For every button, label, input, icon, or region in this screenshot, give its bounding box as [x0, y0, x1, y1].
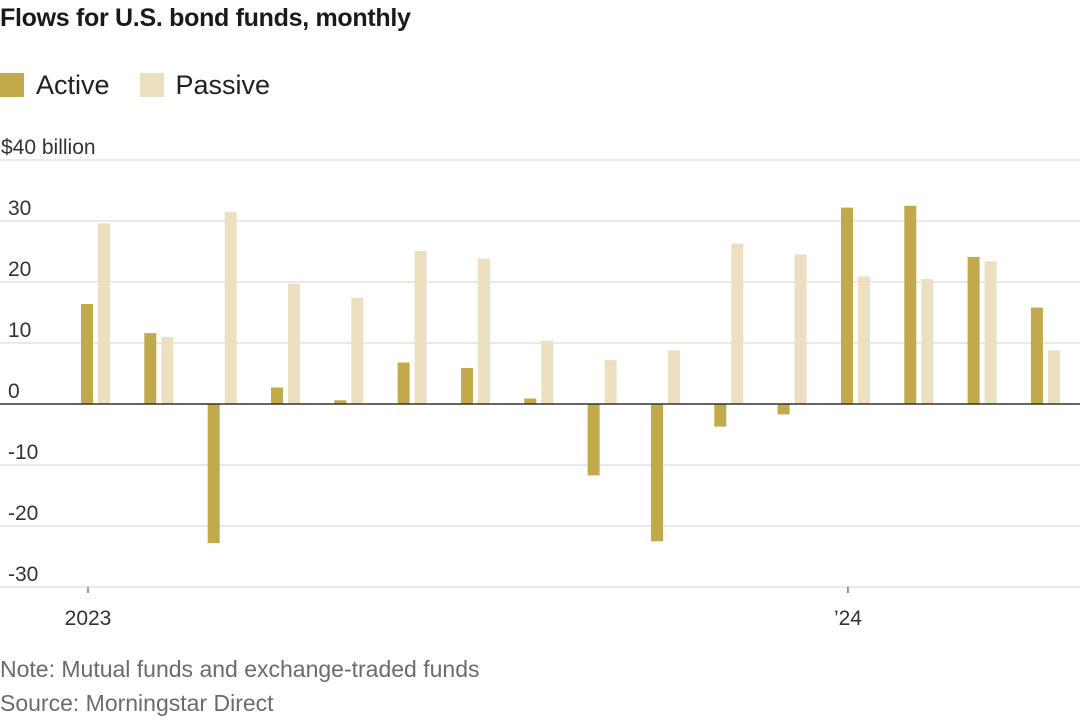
legend-label-active: Active	[36, 69, 110, 100]
bar-passive	[668, 350, 680, 404]
bars	[81, 205, 1060, 544]
bar-active	[587, 404, 600, 476]
bar-active	[1030, 307, 1043, 404]
legend-label-passive: Passive	[175, 69, 271, 100]
y-tick-label: $40 billion	[1, 136, 96, 159]
bar-passive	[858, 276, 870, 404]
bar-passive	[794, 254, 807, 404]
y-tick-label: 10	[8, 319, 31, 342]
bar-active	[714, 404, 727, 427]
gridlines	[0, 159, 1080, 588]
bar-passive	[98, 223, 110, 404]
legend-item-active: Active	[0, 70, 110, 101]
axes: $40 billion 30 20 10 0 -10 -20 -30 2023 ’24	[0, 136, 1080, 630]
bar-chart: $40 billion 30 20 10 0 -10 -20 -30 2023 ’24	[0, 136, 1080, 630]
bar-active	[841, 207, 853, 404]
bar-active	[904, 205, 917, 405]
bar-active	[651, 404, 663, 542]
legend: Active Passive	[0, 68, 300, 102]
bar-passive	[288, 283, 300, 404]
y-tick-label: -30	[8, 563, 38, 586]
bar-passive	[921, 278, 934, 404]
legend-swatch-passive	[139, 73, 164, 97]
bar-active	[144, 333, 157, 404]
bar-passive	[604, 360, 617, 404]
chart-note: Note: Mutual funds and exchange-traded f…	[0, 656, 480, 682]
chart-title: Flows for U.S. bond funds, monthly	[0, 4, 411, 32]
bar-active	[967, 257, 980, 404]
x-tick-label: 2023	[65, 607, 112, 630]
bar-active	[207, 404, 220, 544]
bar-active	[334, 400, 347, 404]
bar-passive	[414, 250, 427, 404]
bar-passive	[731, 243, 744, 404]
bar-passive	[478, 258, 490, 404]
y-tick-label: 0	[8, 380, 20, 403]
bar-active	[461, 368, 473, 404]
bar-passive	[1047, 350, 1060, 404]
legend-swatch-active	[0, 73, 24, 97]
y-tick-label: -10	[8, 441, 38, 464]
bar-passive	[161, 336, 174, 404]
y-tick-label: 30	[8, 197, 31, 220]
chart-source: Source: Morningstar Direct	[0, 690, 274, 716]
bar-passive	[984, 261, 997, 404]
x-tick-label: ’24	[834, 607, 862, 630]
bar-active	[524, 398, 537, 404]
bar-active	[271, 387, 283, 404]
legend-item-passive: Passive	[139, 69, 271, 101]
y-tick-label: 20	[8, 258, 31, 281]
bar-active	[397, 362, 410, 404]
bar-active	[81, 304, 93, 404]
bar-passive	[224, 211, 237, 404]
y-tick-label: -20	[8, 502, 38, 525]
bar-passive	[351, 297, 364, 404]
bar-active	[777, 404, 790, 415]
bar-passive	[541, 340, 554, 404]
